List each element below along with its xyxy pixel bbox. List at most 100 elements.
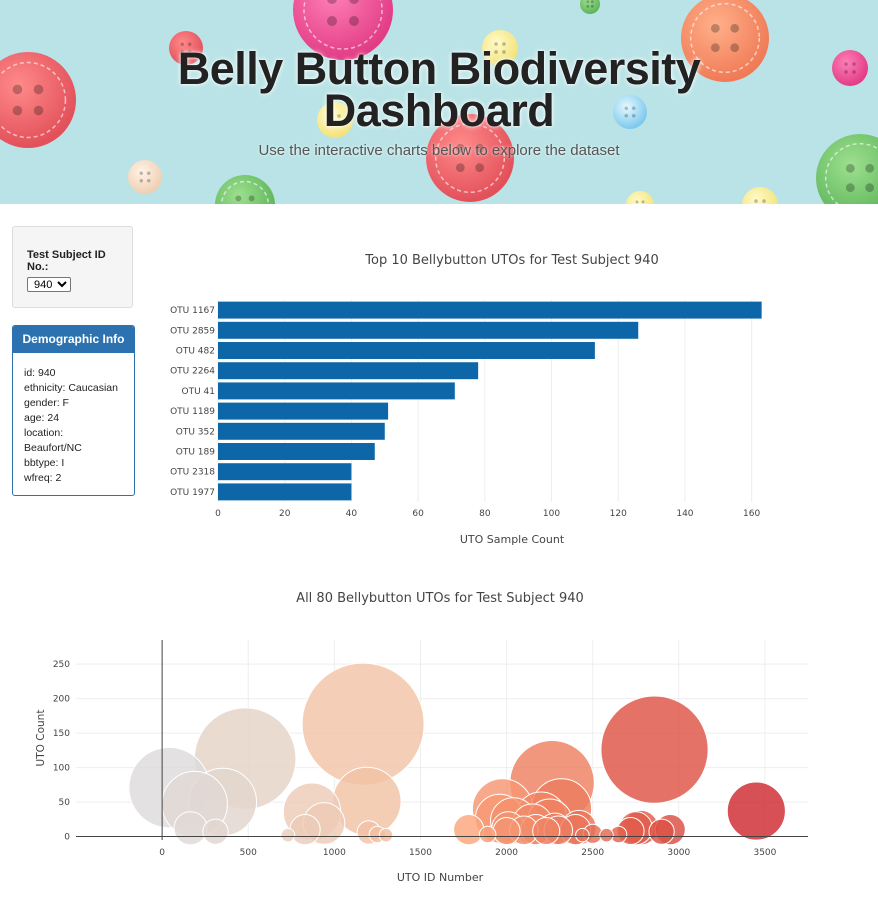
bubble-otu-830[interactable] bbox=[289, 814, 321, 846]
bubble-otu-1890[interactable] bbox=[478, 825, 497, 844]
bar-chart-y-tick-label: OTU 482 bbox=[176, 347, 215, 357]
bar-chart-y-tick-label: OTU 2318 bbox=[170, 468, 215, 478]
bar-otu-2264[interactable] bbox=[218, 362, 479, 380]
page-title: Belly Button Biodiversity Dashboard bbox=[0, 43, 878, 133]
bar-otu-482[interactable] bbox=[218, 342, 595, 359]
bar-otu-1977[interactable] bbox=[218, 483, 352, 501]
bubble-chart-x-tick-labels: 0 500 1000 1500 2000 2500 3000 3500 bbox=[159, 848, 776, 858]
bubble-otu-2000[interactable] bbox=[492, 817, 521, 846]
bubble-otu-1300[interactable] bbox=[378, 827, 394, 843]
bubble-chart-y-tick-label: 50 bbox=[59, 798, 71, 808]
decorative-sewing-button bbox=[293, 0, 393, 60]
bar-otu-352[interactable] bbox=[218, 422, 385, 440]
bubble-chart-x-tick-label: 3500 bbox=[753, 848, 776, 858]
bubble-otu-2580[interactable] bbox=[599, 827, 614, 843]
decorative-sewing-button bbox=[580, 0, 600, 14]
bar-otu-189[interactable] bbox=[218, 443, 375, 460]
bar-chart-y-tick-label: OTU 2859 bbox=[170, 326, 215, 336]
decorative-sewing-button bbox=[742, 187, 778, 204]
bubble-chart-x-axis-label: UTO ID Number bbox=[397, 871, 484, 884]
bubble-otu-2230[interactable] bbox=[532, 817, 561, 846]
bar-chart-x-axis-label: UTO Sample Count bbox=[460, 533, 565, 546]
bubble-chart-title: All 80 Bellybutton UTOs for Test Subject… bbox=[296, 591, 584, 606]
decorative-sewing-button bbox=[128, 160, 162, 194]
demo-line-age: age: 24 bbox=[24, 412, 60, 424]
bubble-chart-y-tick-labels: 0 50 100 150 200 250 bbox=[53, 660, 70, 842]
decorative-sewing-button bbox=[0, 52, 76, 148]
all-otus-bubble-chart[interactable]: All 80 Bellybutton UTOs for Test Subject… bbox=[0, 580, 878, 900]
subject-selector-panel: Test Subject ID No.: 940 bbox=[12, 226, 133, 308]
bar-otu-1189[interactable] bbox=[218, 402, 389, 420]
bubble-chart-y-tick-label: 0 bbox=[64, 833, 70, 843]
bubble-otu-730[interactable] bbox=[280, 827, 296, 843]
decorative-sewing-button bbox=[832, 50, 868, 86]
bubble-chart-axes bbox=[76, 640, 808, 840]
demo-line-location-label: location: bbox=[24, 427, 64, 439]
demographic-info-panel: Demographic Info id: 940 ethnicity: Cauc… bbox=[12, 325, 135, 496]
decorative-buttons bbox=[0, 0, 878, 204]
decorative-sewing-button bbox=[626, 191, 654, 204]
demographic-info-heading: Demographic Info bbox=[13, 326, 134, 353]
decorative-sewing-button bbox=[215, 175, 275, 204]
demo-line-bbtype: bbtype: I bbox=[24, 457, 65, 469]
bubble-otu-1780[interactable] bbox=[453, 814, 485, 846]
bar-chart-y-tick-label: OTU 2264 bbox=[170, 367, 215, 377]
bubble-chart-y-axis-label: UTO Count bbox=[35, 710, 47, 767]
page-title-line-1: Belly Button Biodiversity bbox=[177, 43, 701, 94]
bar-chart-x-tick-label: 60 bbox=[412, 509, 424, 519]
demo-line-gender: gender: F bbox=[24, 397, 69, 409]
bar-chart-y-tick-label: OTU 352 bbox=[176, 427, 215, 437]
bubble-chart-y-tick-label: 100 bbox=[53, 764, 70, 774]
page-subtitle: Use the interactive charts below to expl… bbox=[258, 142, 620, 159]
demo-line-location-value: Beaufort/NC bbox=[24, 442, 82, 454]
top10-bar-chart[interactable]: Top 10 Bellybutton UTOs for Test Subject… bbox=[150, 240, 850, 560]
bar-chart-x-tick-label: 0 bbox=[215, 509, 221, 519]
bar-chart-y-tick-label: OTU 1977 bbox=[170, 488, 215, 498]
demo-line-ethnicity: ethnicity: Caucasian bbox=[24, 382, 118, 394]
bar-chart-x-tick-label: 40 bbox=[346, 509, 358, 519]
bar-otu-2859[interactable] bbox=[218, 321, 639, 339]
bar-chart-y-tick-label: OTU 41 bbox=[182, 387, 215, 397]
bar-otu-1167[interactable] bbox=[218, 301, 762, 319]
bar-chart-bars bbox=[218, 301, 762, 501]
header-banner: Belly Button Biodiversity Dashboard Use … bbox=[0, 0, 878, 204]
bubble-otu-310[interactable] bbox=[202, 818, 229, 845]
bar-chart-x-tick-label: 20 bbox=[279, 509, 291, 519]
bubble-otu-2900[interactable] bbox=[648, 818, 675, 845]
bubble-otu-3450[interactable] bbox=[726, 781, 786, 841]
bubble-otu-165[interactable] bbox=[173, 811, 208, 846]
bar-chart-y-tick-label: OTU 1167 bbox=[170, 306, 215, 316]
demo-line-wfreq: wfreq: 2 bbox=[24, 472, 62, 484]
bar-chart-y-tick-labels: OTU 1167 OTU 2859 OTU 482 OTU 2264 OTU 41 OTU… bbox=[170, 306, 215, 498]
decorative-sewing-button bbox=[482, 30, 518, 66]
decorative-sewing-button bbox=[426, 114, 514, 202]
decorative-sewing-button bbox=[681, 0, 769, 82]
bar-chart-x-tick-label: 80 bbox=[479, 509, 491, 519]
bubble-chart-y-tick-label: 200 bbox=[53, 695, 70, 705]
bubble-otu-1167[interactable] bbox=[301, 662, 425, 786]
bubble-chart-x-tick-label: 2000 bbox=[495, 848, 518, 858]
bar-chart-x-tick-label: 160 bbox=[743, 509, 760, 519]
bar-chart-title: Top 10 Bellybutton UTOs for Test Subject… bbox=[364, 253, 658, 268]
bubble-chart-x-tick-label: 1000 bbox=[323, 848, 346, 858]
bubble-chart-y-tick-label: 150 bbox=[53, 729, 70, 739]
bar-chart-x-tick-label: 100 bbox=[543, 509, 560, 519]
bubble-otu-2859[interactable] bbox=[600, 695, 709, 804]
bubble-otu-2440[interactable] bbox=[575, 827, 590, 843]
bubble-chart-x-tick-label: 3000 bbox=[667, 848, 690, 858]
bubble-chart-x-tick-label: 1500 bbox=[409, 848, 432, 858]
decorative-sewing-button bbox=[816, 134, 878, 204]
bar-chart-x-tick-label: 120 bbox=[610, 509, 627, 519]
decorative-sewing-button bbox=[169, 31, 203, 65]
bar-chart-x-tick-labels: 0 20 40 60 80 100 120 140 160 bbox=[215, 509, 760, 519]
bubble-chart-x-tick-label: 500 bbox=[240, 848, 257, 858]
bar-otu-41[interactable] bbox=[218, 382, 455, 400]
decorative-sewing-button bbox=[317, 102, 353, 138]
buttons-background bbox=[0, 0, 878, 204]
bar-chart-x-tick-label: 140 bbox=[676, 509, 693, 519]
bar-otu-2318[interactable] bbox=[218, 463, 352, 481]
subject-selector-label: Test Subject ID No.: bbox=[27, 249, 106, 273]
demo-line-id: id: 940 bbox=[24, 367, 56, 379]
subject-id-dropdown[interactable]: 940 bbox=[27, 277, 71, 292]
bar-chart-y-tick-label: OTU 1189 bbox=[170, 407, 215, 417]
